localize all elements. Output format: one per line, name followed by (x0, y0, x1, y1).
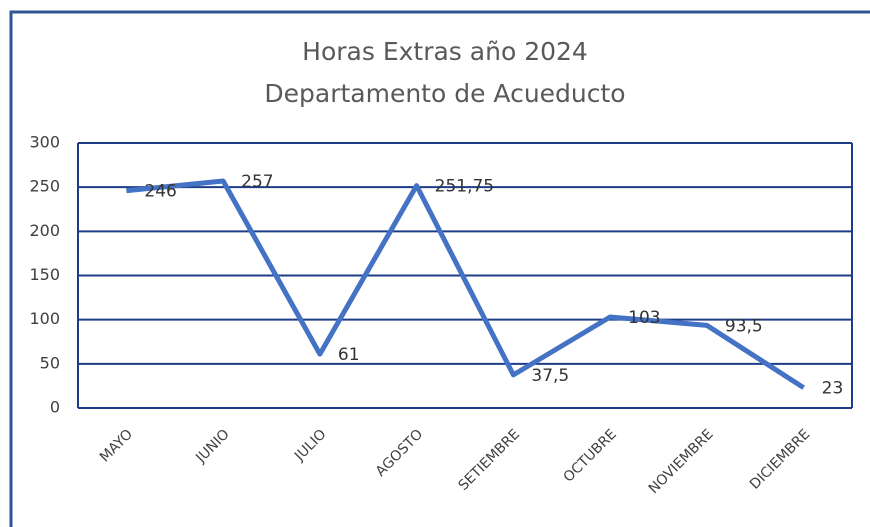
y-tick-label: 300 (29, 133, 60, 152)
data-label: 93,5 (725, 316, 763, 336)
y-tick-label: 0 (50, 398, 60, 417)
line-series (126, 178, 805, 390)
chart-title: Horas Extras año 2024 (302, 37, 588, 66)
data-label: 257 (241, 172, 273, 192)
data-label: 23 (822, 379, 844, 399)
y-tick-label: 150 (29, 265, 60, 284)
frame (9, 10, 870, 527)
y-tick-label: 200 (29, 221, 60, 240)
data-label: 61 (338, 345, 360, 365)
data-label: 251,75 (435, 177, 494, 197)
data-label: 37,5 (531, 366, 569, 386)
y-tick-label: 50 (40, 353, 60, 372)
y-tick-label: 250 (29, 177, 60, 196)
data-label: 246 (144, 182, 176, 202)
y-tick-label: 100 (29, 309, 60, 328)
chart-subtitle: Departamento de Acueducto (264, 79, 625, 108)
data-label: 103 (628, 308, 660, 328)
